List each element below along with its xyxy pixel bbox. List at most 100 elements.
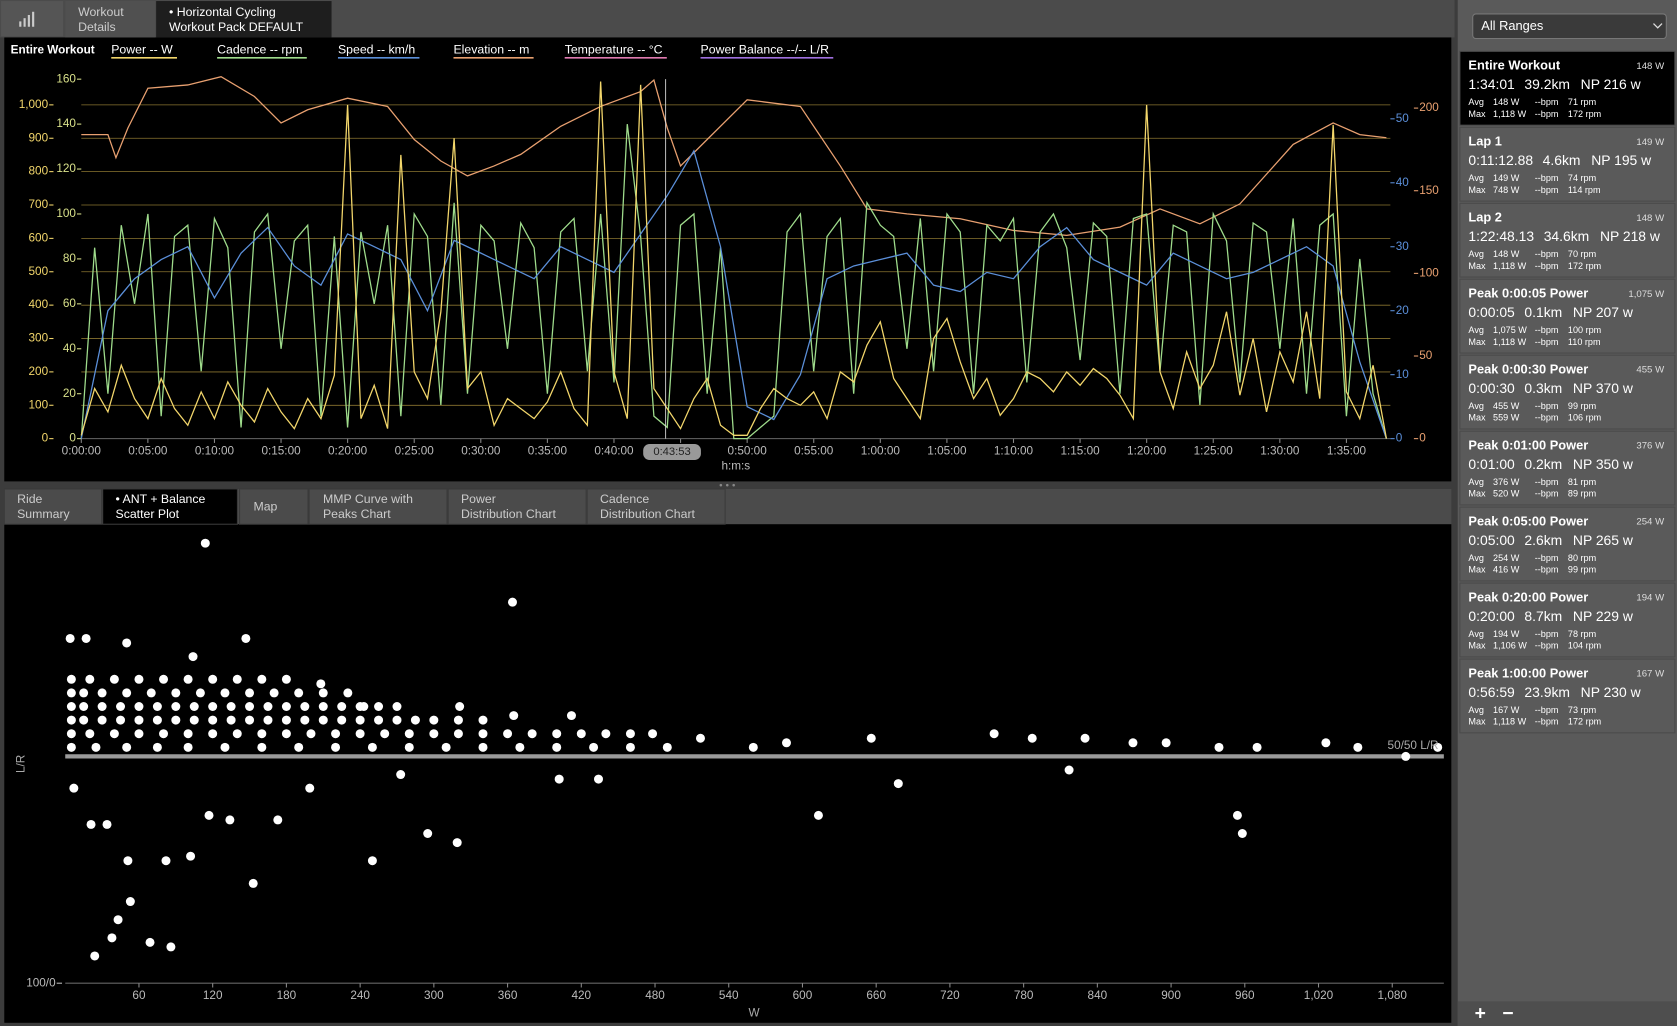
scatter-point [122, 742, 132, 752]
range-card[interactable] [1459, 506, 1676, 582]
card-power: 148 W [1636, 213, 1665, 224]
y-tick-label: 100 [29, 398, 49, 411]
scatter-point [1252, 742, 1262, 752]
card-avg: 70 rpm [1568, 249, 1596, 259]
card-avg: --bpm [1535, 173, 1559, 183]
range-card[interactable] [1459, 430, 1676, 506]
card-power: 149 W [1636, 137, 1665, 148]
range-button[interactable]: + [1475, 1003, 1486, 1024]
range-button[interactable]: − [1502, 1003, 1513, 1024]
card-avg: --bpm [1535, 325, 1559, 335]
card-avg: --bpm [1535, 477, 1559, 487]
card-max: 1,118 W [1493, 717, 1527, 727]
range-card[interactable] [1459, 354, 1676, 430]
tab[interactable] [239, 488, 309, 525]
scatter-point [122, 688, 132, 698]
range-card[interactable] [1459, 658, 1676, 734]
card-avg: 148 W [1493, 97, 1520, 107]
card-avg: 194 W [1493, 629, 1520, 639]
scatter-point [220, 688, 230, 698]
card-avg: 100 rpm [1568, 325, 1601, 335]
tab[interactable] [65, 1, 156, 38]
scatter-point [281, 702, 291, 711]
dropdown-arrow [1653, 23, 1663, 29]
tab[interactable] [3, 488, 103, 525]
scatter-point [208, 674, 218, 684]
tab-label: MMP Curve with [323, 492, 413, 506]
x-tick-label: 1,020 [1304, 989, 1334, 1002]
y-tick-label: 500 [29, 265, 49, 278]
scatter-point [113, 915, 123, 925]
legend-item[interactable]: Speed -- km/h [338, 43, 415, 57]
scatter-point [66, 729, 76, 739]
card-time: 0:00:05 [1468, 304, 1515, 320]
scatter-point [263, 702, 273, 711]
scatter-point [509, 711, 519, 721]
reference-label: 50/50 L/R [1388, 739, 1439, 752]
card-max: Max [1468, 261, 1486, 271]
tab[interactable] [156, 1, 332, 38]
range-card[interactable] [1459, 126, 1676, 202]
scatter-point [245, 688, 255, 698]
scatter-point [355, 702, 365, 711]
card-np: NP 265 w [1573, 532, 1634, 548]
card-distance: 34.6km [1544, 228, 1590, 244]
x-tick-label: 0:50:00 [728, 445, 768, 458]
range-card[interactable] [1459, 50, 1676, 126]
y-tick-label: 0 [1396, 432, 1403, 445]
card-max: Max [1468, 641, 1486, 651]
legend-item[interactable]: Elevation -- m [453, 43, 529, 57]
card-power: 167 W [1636, 669, 1665, 680]
y-tick-label: 160 [56, 72, 76, 85]
scatter-point [392, 702, 402, 711]
legend-item[interactable]: Temperature -- °C [565, 43, 663, 57]
scatter-point [79, 715, 89, 725]
legend-item[interactable]: Power -- W [111, 43, 173, 57]
legend-item[interactable]: Cadence -- rpm [217, 43, 302, 57]
card-avg: Avg [1468, 325, 1483, 335]
scatter-point [866, 733, 876, 743]
chart-icon [19, 11, 35, 27]
scatter-point [248, 878, 258, 888]
scatter-point [109, 674, 119, 684]
legend-item[interactable]: Power Balance --/-- L/R [701, 43, 830, 57]
tab[interactable] [308, 488, 448, 525]
x-tick-label: 0:30:00 [461, 445, 501, 458]
tab[interactable] [586, 488, 726, 525]
scatter-point [374, 715, 384, 725]
range-card[interactable] [1459, 582, 1676, 658]
scatter-point [552, 729, 562, 739]
card-power: 148 W [1636, 61, 1665, 72]
card-time: 0:00:30 [1468, 380, 1515, 396]
card-max: 1,118 W [1493, 337, 1527, 347]
tab-label: Distribution Chart [461, 507, 557, 521]
range-card[interactable] [1459, 202, 1676, 278]
range-dropdown[interactable] [1472, 13, 1667, 40]
scatter-point [208, 729, 218, 739]
y-tick-label: 10 [1396, 368, 1410, 381]
x-tick-label: 0:10:00 [195, 445, 235, 458]
card-distance: 23.9km [1524, 684, 1570, 700]
x-tick-label: 840 [1088, 989, 1108, 1002]
x-tick-label: 360 [498, 989, 518, 1002]
tab-label: Power [461, 492, 496, 506]
scatter-point [208, 702, 218, 711]
scatter-point [152, 742, 162, 752]
range-card[interactable] [1459, 278, 1676, 354]
scatter-point [813, 810, 823, 820]
scatter-point [146, 688, 156, 698]
card-np: NP 229 w [1573, 608, 1634, 624]
scatter-point [1161, 738, 1171, 748]
card-avg: Avg [1468, 705, 1483, 715]
card-avg: --bpm [1535, 97, 1559, 107]
scatter-point [306, 729, 316, 739]
scatter-point [300, 715, 310, 725]
card-max: 104 rpm [1568, 641, 1601, 651]
scatter-point [331, 742, 341, 752]
scatter-point [566, 711, 576, 721]
tab[interactable] [102, 488, 238, 525]
tab[interactable] [447, 488, 587, 525]
scatter-point [404, 729, 414, 739]
scatter-x-label: W [748, 1006, 760, 1019]
scatter-point [300, 702, 310, 711]
